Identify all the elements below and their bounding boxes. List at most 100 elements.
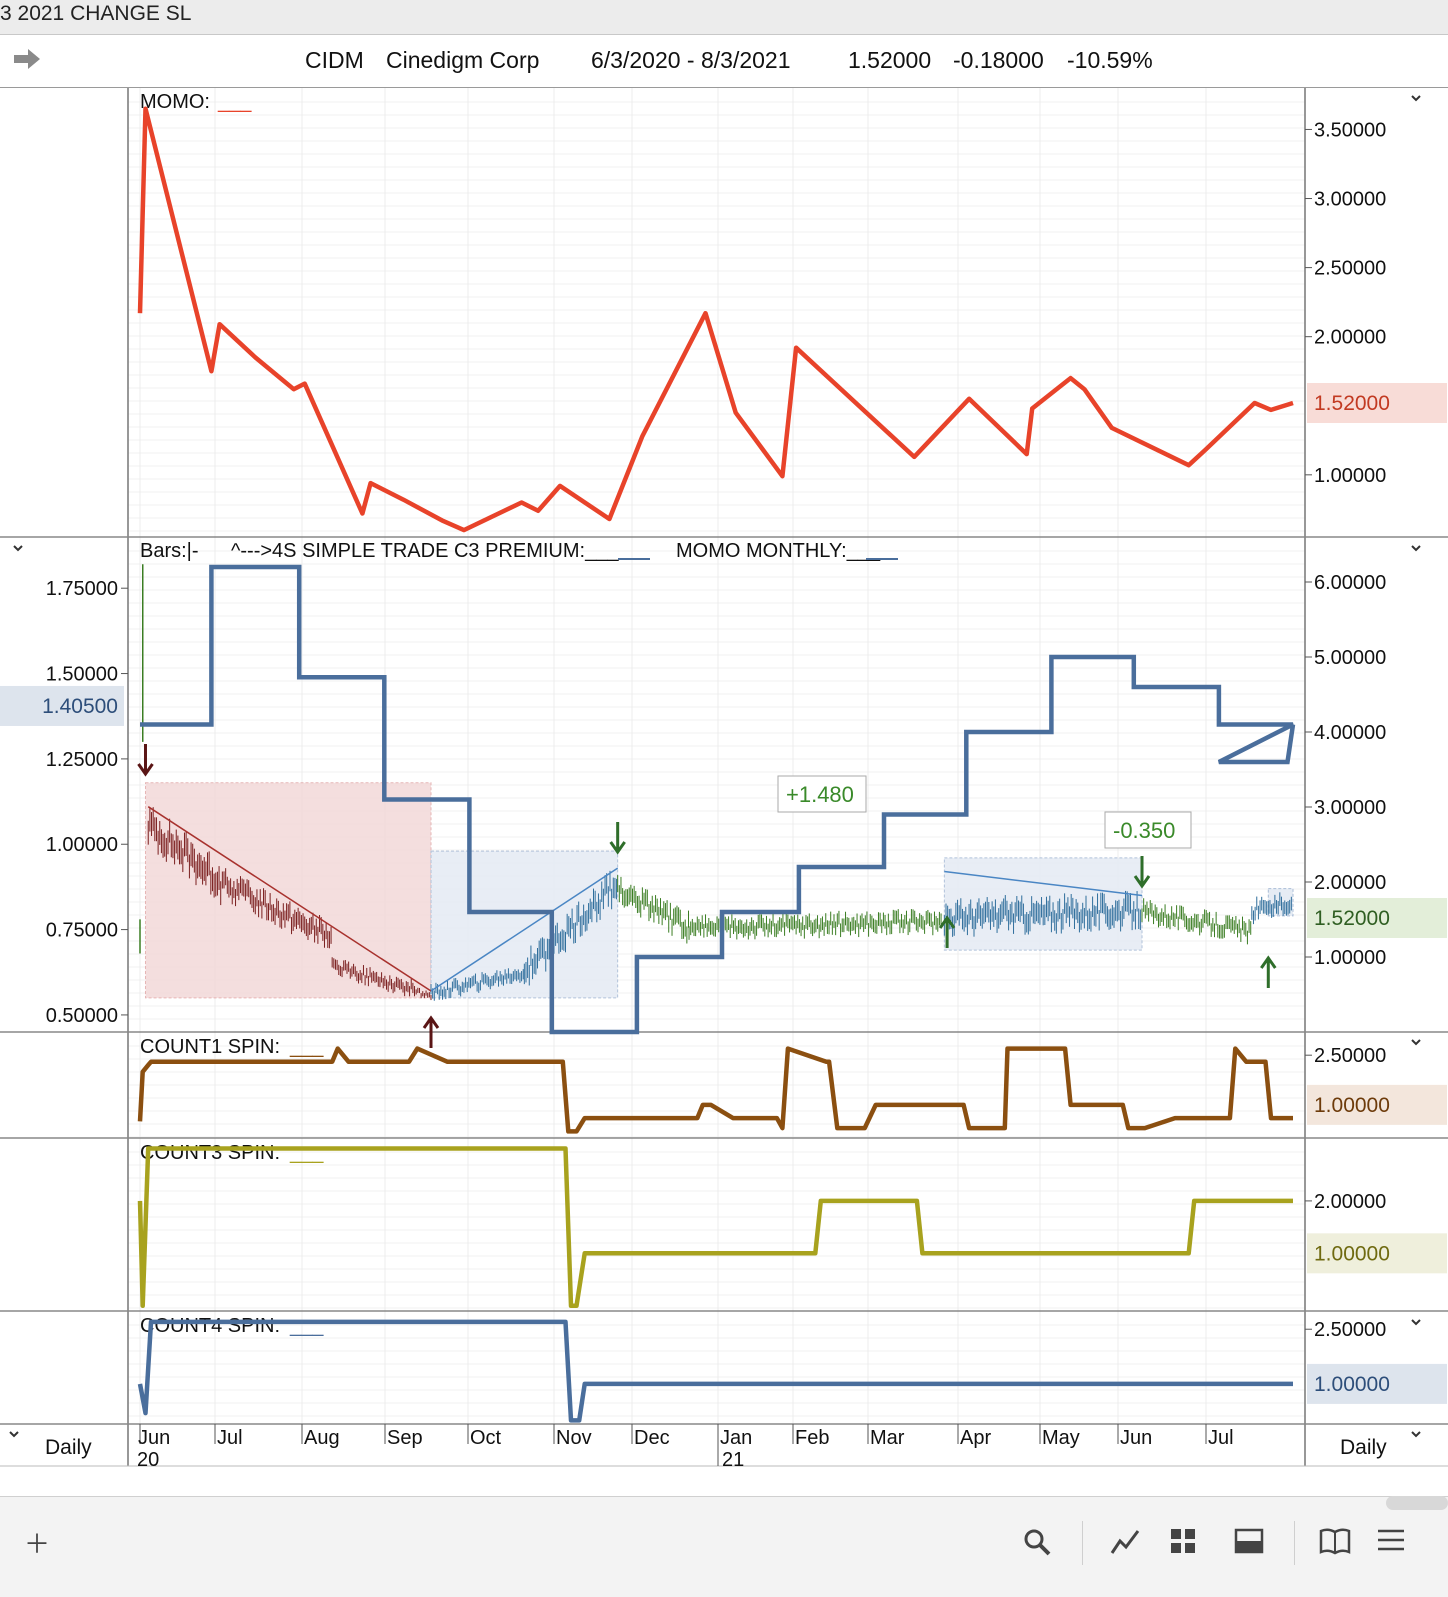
bars-blue-4 [1251, 892, 1292, 925]
bars-downtrend-3 [331, 957, 416, 997]
month-label: Aug [304, 1427, 340, 1449]
bottom-toolbar: ＋ [0, 1496, 1448, 1597]
price-right-tick-label: 5.00000 [1314, 647, 1386, 669]
trade-result-box [1104, 811, 1192, 849]
line-chart-icon[interactable] [1108, 1527, 1142, 1561]
month-label: Jul [217, 1427, 243, 1449]
window-title: 3 2021 CHANGE SL [0, 2, 192, 25]
count4-legend-swatch: ___ [289, 1315, 324, 1337]
price-right-tick-label: 2.00000 [1314, 872, 1386, 894]
month-label: Oct [470, 1427, 502, 1449]
trade-result-box [777, 775, 867, 813]
momo-legend-swatch: ___ [217, 91, 252, 113]
count3-last-badge-label: 1.00000 [1314, 1242, 1390, 1265]
momo-monthly-line [140, 564, 1296, 1035]
bars-downtrend-4 [414, 987, 432, 1001]
bars-green-3 [1141, 898, 1252, 945]
month-label: Sep [387, 1427, 423, 1449]
bars-downtrend-2 [221, 868, 332, 949]
company-name: Cinedigm Corp [386, 47, 540, 73]
month-label: Nov [556, 1427, 592, 1449]
arrow-down-icon [609, 822, 626, 855]
bars-green-1 [617, 875, 689, 944]
momo-line [137, 106, 1294, 533]
period-selector-left: Daily [45, 1436, 92, 1459]
trade-line-win [430, 867, 619, 992]
count4-last-badge-label: 1.00000 [1314, 1373, 1390, 1396]
arrow-up-icon [422, 1015, 440, 1048]
bars-downtrend-1 [147, 807, 222, 906]
count1-legend-swatch: ___ [289, 1036, 324, 1058]
price-right-tick-label: 1.00000 [1314, 947, 1386, 969]
pane-momo-background [128, 88, 1305, 537]
price-left-last-label: 1.40500 [42, 695, 118, 718]
momo-last-badge [1307, 382, 1447, 423]
month-label: Dec [634, 1427, 670, 1449]
count1-title: COUNT1 SPIN: [140, 1036, 280, 1058]
price-right-last-badge-label: 1.52000 [1314, 907, 1390, 930]
arrow-up-icon [1260, 955, 1277, 988]
chevron-down-icon [13, 545, 23, 552]
arrow-up-icon [938, 915, 956, 948]
horizontal-scrollbar[interactable] [1386, 1496, 1448, 1510]
grid-icon[interactable] [1166, 1527, 1200, 1561]
trade-result-label: -0.350 [1113, 818, 1175, 843]
price-left-tick-label: 1.75000 [46, 578, 118, 600]
price-change-pct: -10.59% [1067, 47, 1153, 73]
chevron-down-icon [1411, 1319, 1421, 1326]
month-label: Jul [1208, 1427, 1234, 1449]
month-label: Apr [960, 1427, 991, 1449]
count3-title: COUNT3 SPIN: [140, 1142, 280, 1164]
bars-legend: Bars:|- [140, 540, 199, 562]
price-right-tick-label: 3.00000 [1314, 797, 1386, 819]
month-label: Feb [795, 1427, 829, 1449]
plus-icon[interactable]: ＋ [23, 1529, 50, 1559]
count3-last-badge [1307, 1233, 1447, 1274]
search-icon[interactable] [1020, 1527, 1054, 1561]
month-label: May [1042, 1427, 1080, 1449]
symbol-info-bar: CIDM Cinedigm Corp 6/3/2020 - 8/3/2021 1… [0, 35, 1448, 88]
month-label: Jun [138, 1427, 170, 1449]
momo-right-tick-label: 1.00000 [1314, 465, 1386, 487]
chevron-down-icon [9, 1431, 19, 1438]
trade-result-label: +1.480 [786, 782, 854, 807]
losing-trade-box [144, 782, 432, 999]
window-titlebar: 3 2021 CHANGE SL [0, 0, 1448, 35]
book-icon[interactable] [1318, 1527, 1352, 1561]
price-left-tick-label: 0.75000 [46, 920, 118, 942]
price-right-tick-label: 6.00000 [1314, 572, 1386, 594]
price-left-tick-label: 0.50000 [46, 1005, 118, 1027]
count4-right-tick-label: 2.50000 [1314, 1319, 1386, 1341]
month-label: Jan [720, 1427, 752, 1449]
month-label: Jun [1120, 1427, 1152, 1449]
price-change: -0.18000 [953, 47, 1044, 73]
count1-last-badge [1307, 1084, 1447, 1125]
monthly-legend: MOMO MONTHLY:___ [676, 540, 881, 562]
momo-right-tick-label: 3.00000 [1314, 189, 1386, 211]
year-label: 21 [722, 1449, 744, 1471]
arrow-right-icon[interactable] [12, 47, 42, 71]
count3-right-tick-label: 2.00000 [1314, 1191, 1386, 1213]
price-right-last-badge [1307, 898, 1447, 938]
panel-layout-icon[interactable] [1232, 1527, 1266, 1561]
arrow-down-icon [137, 744, 154, 777]
last-price: 1.52000 [848, 47, 932, 73]
price-left-tick-label: 1.25000 [46, 749, 118, 771]
chevron-down-icon [1411, 545, 1421, 552]
month-label: Mar [870, 1427, 905, 1449]
period-selector-right: Daily [1340, 1436, 1387, 1459]
price-right-tick-label: 4.00000 [1314, 722, 1386, 744]
count4-last-badge [1307, 1363, 1447, 1404]
chart-area[interactable]: MOMO: ___ 3.50000 3.00000 2.50000 2.00000 1.00… [0, 0, 1448, 1496]
price-left-tick-label: 1.50000 [46, 664, 118, 686]
momo-right-tick-label: 3.50000 [1314, 119, 1386, 141]
momo-title: MOMO: [140, 91, 210, 113]
pane-count4-background [128, 1311, 1305, 1424]
date-range: 6/3/2020 - 8/3/2021 [591, 47, 791, 73]
momo-last-badge-label: 1.52000 [1314, 392, 1390, 415]
momo-right-tick-label: 2.00000 [1314, 327, 1386, 349]
price-left-last-badge [0, 685, 124, 726]
menu-icon[interactable] [1374, 1527, 1408, 1561]
chevron-down-icon [1411, 1431, 1421, 1438]
trade-legend: ^--->4S SIMPLE TRADE C3 PREMIUM:___ [231, 540, 619, 562]
